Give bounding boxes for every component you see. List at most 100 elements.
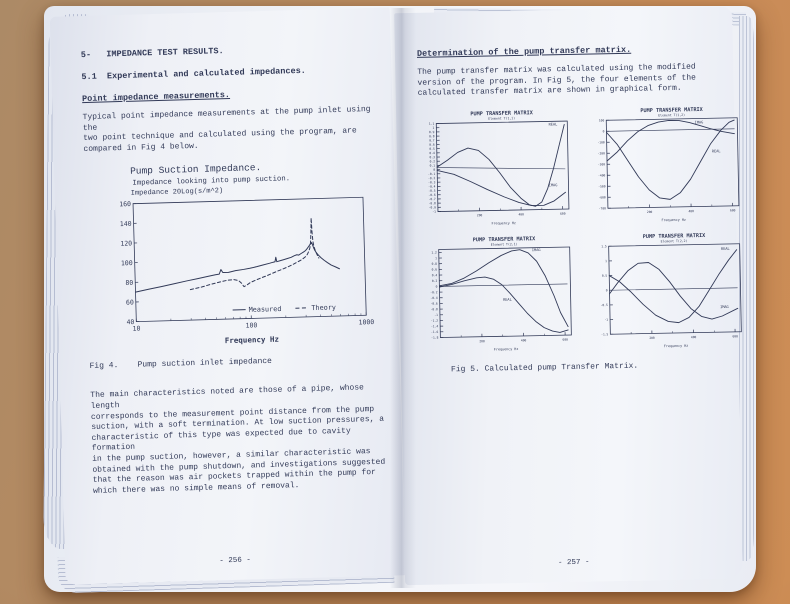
svg-text:-600: -600: [598, 195, 605, 199]
svg-text:-1.5: -1.5: [601, 332, 608, 336]
fig4-chart-block: Pump Suction Impedance. Impedance lookin…: [106, 159, 387, 349]
svg-text:80: 80: [125, 279, 133, 287]
svg-text:140: 140: [120, 220, 132, 228]
svg-text:-0.6: -0.6: [430, 301, 437, 305]
svg-text:-0.2: -0.2: [428, 176, 435, 180]
svg-text:PUMP TRANSFER MATRIX: PUMP TRANSFER MATRIX: [470, 110, 533, 117]
fig5-caption: Fig 5. Calculated pump Transfer Matrix.: [450, 361, 639, 375]
svg-text:Frequency Hz: Frequency Hz: [494, 347, 519, 351]
svg-text:Element T(1,1): Element T(1,1): [488, 116, 515, 121]
svg-text:600: 600: [562, 337, 568, 341]
svg-text:0.7: 0.7: [429, 138, 435, 142]
svg-text:REAL: REAL: [712, 149, 721, 153]
svg-text:-500: -500: [598, 184, 605, 188]
svg-text:1.5: 1.5: [601, 244, 607, 248]
svg-text:-400: -400: [598, 173, 605, 177]
svg-text:0.1: 0.1: [430, 163, 436, 167]
transfer-matrix-chart-11: PUMP TRANSFER MATRIX Element T(1,1) 200 400…: [420, 107, 582, 228]
svg-text:200: 200: [649, 336, 655, 340]
transfer-matrix-paragraph: The pump transfer matrix was calculated …: [417, 62, 696, 99]
svg-text:600: 600: [730, 208, 736, 212]
svg-text:0.4: 0.4: [432, 273, 438, 277]
subsection-heading: 5.1 Experimental and calculated impedanc…: [81, 65, 306, 83]
svg-text:100: 100: [121, 259, 133, 267]
svg-text:1.2: 1.2: [431, 250, 437, 254]
svg-text:-1: -1: [434, 313, 438, 317]
svg-text:-0.7: -0.7: [428, 197, 435, 201]
svg-text:PUMP TRANSFER MATRIX: PUMP TRANSFER MATRIX: [473, 236, 536, 243]
page-number-right: - 257 -: [557, 558, 590, 568]
svg-text:-0.4: -0.4: [430, 296, 437, 300]
svg-text:0.6: 0.6: [432, 267, 438, 271]
svg-text:Theory: Theory: [311, 304, 336, 313]
svg-text:0.4: 0.4: [429, 151, 435, 155]
page-edges-right: [739, 16, 754, 561]
fig4-caption: Fig 4. Pump suction inlet impedance: [89, 357, 273, 372]
page-right-content: Determination of the pump transfer matri…: [394, 7, 742, 567]
svg-text:-0.8: -0.8: [431, 307, 438, 311]
svg-text:Element T(1,2): Element T(1,2): [658, 113, 685, 118]
svg-text:60: 60: [126, 299, 134, 307]
svg-text:-0.5: -0.5: [601, 303, 608, 307]
transfer-matrix-chart-21: PUMP TRANSFER MATRIX Element T(2,1) 200 400…: [422, 233, 584, 354]
svg-text:0.3: 0.3: [429, 155, 435, 159]
svg-text:Measured: Measured: [249, 305, 282, 314]
svg-text:Frequency Hz: Frequency Hz: [664, 344, 689, 348]
section-heading: 5- IMPEDANCE TEST RESULTS.: [80, 46, 224, 61]
svg-text:0: 0: [603, 129, 605, 133]
svg-text:Frequency Hz: Frequency Hz: [491, 221, 516, 225]
svg-text:0.5: 0.5: [602, 273, 608, 277]
svg-text:-0.2: -0.2: [430, 290, 437, 294]
svg-text:PUMP TRANSFER MATRIX: PUMP TRANSFER MATRIX: [640, 107, 703, 114]
svg-text:IMAG: IMAG: [532, 248, 541, 252]
intro-paragraph: Typical point impedance measurements at …: [82, 104, 376, 154]
svg-text:-300: -300: [598, 162, 605, 166]
svg-text:0: 0: [433, 168, 435, 172]
fig4-plot: 10 100 1000 40 60 80 100 120 140 160 Measured Theor…: [119, 197, 375, 346]
transfer-matrix-chart-12: PUMP TRANSFER MATRIX Element T(1,2) 200 400…: [590, 103, 752, 224]
svg-text:40: 40: [126, 318, 134, 326]
svg-text:-0.3: -0.3: [428, 180, 435, 184]
svg-text:-1.8: -1.8: [431, 335, 438, 339]
svg-text:IMAG: IMAG: [549, 183, 558, 187]
svg-text:400: 400: [521, 338, 527, 342]
svg-text:PUMP TRANSFER MATRIX: PUMP TRANSFER MATRIX: [643, 233, 706, 240]
svg-text:400: 400: [518, 212, 524, 216]
svg-text:0: 0: [436, 284, 438, 288]
svg-text:-1.2: -1.2: [431, 318, 438, 322]
svg-text:-200: -200: [598, 151, 605, 155]
svg-text:0: 0: [606, 288, 608, 292]
svg-text:600: 600: [560, 211, 566, 215]
svg-text:400: 400: [691, 335, 697, 339]
svg-text:600: 600: [732, 334, 738, 338]
svg-text:-0.8: -0.8: [429, 201, 436, 205]
svg-text:-100: -100: [597, 140, 604, 144]
transfer-matrix-chart-22: PUMP TRANSFER MATRIX Element T(2,2) 200 400…: [592, 229, 754, 350]
svg-text:1: 1: [435, 256, 437, 260]
svg-text:-1: -1: [432, 209, 436, 213]
svg-text:-1.6: -1.6: [431, 330, 438, 334]
svg-text:10: 10: [133, 325, 141, 333]
svg-text:Frequency Hz: Frequency Hz: [225, 335, 279, 346]
svg-text:Frequency Hz: Frequency Hz: [661, 218, 686, 222]
page-right: Determination of the pump transfer matri…: [394, 6, 744, 586]
svg-text:200: 200: [477, 213, 483, 217]
svg-text:-1.4: -1.4: [431, 324, 438, 328]
svg-text:0.5: 0.5: [429, 147, 435, 151]
svg-text:1000: 1000: [359, 318, 375, 326]
svg-text:400: 400: [688, 209, 694, 213]
svg-text:-0.5: -0.5: [428, 188, 435, 192]
svg-text:100: 100: [599, 118, 605, 122]
page-left-content: 5- IMPEDANCE TEST RESULTS. 5.1 Experimen…: [50, 7, 403, 565]
svg-text:IMAG: IMAG: [695, 120, 704, 124]
svg-text:-700: -700: [599, 206, 606, 210]
page-left: 5- IMPEDANCE TEST RESULTS. 5.1 Experimen…: [49, 7, 406, 585]
svg-text:-0.4: -0.4: [428, 184, 435, 188]
svg-text:200: 200: [647, 210, 653, 214]
svg-text:-0.1: -0.1: [428, 172, 435, 176]
svg-text:IMAG: IMAG: [720, 305, 729, 309]
